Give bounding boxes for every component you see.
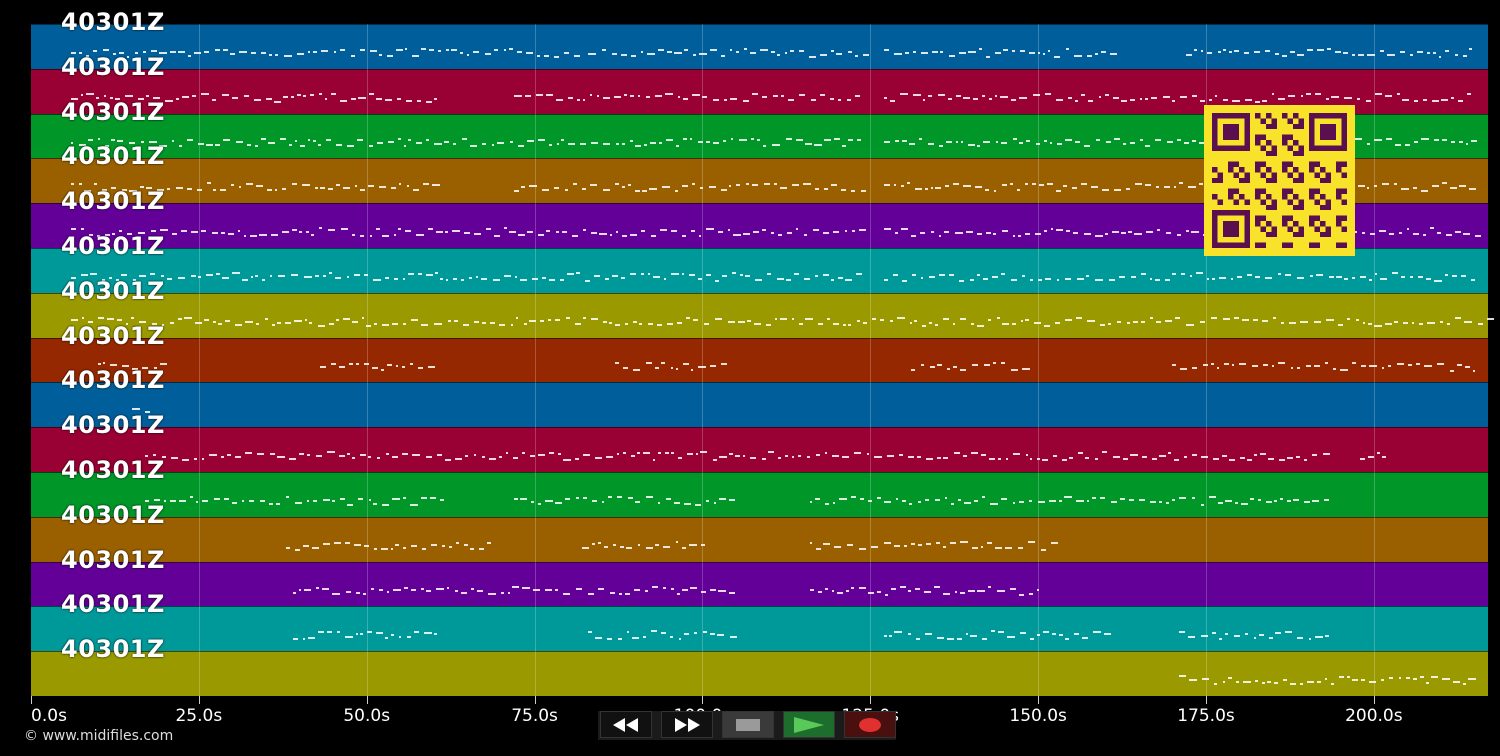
track-lanes: 40301Z 40301Z 40301Z 40301Z 40301Z 40301Z 4030… (31, 9, 1488, 697)
track-lane: 40301Z (31, 591, 1488, 652)
track-lane: 40301Z (31, 412, 1488, 473)
track-lane: 40301Z (31, 636, 1488, 697)
axis-tick (702, 696, 704, 704)
fast-forward-icon (675, 717, 700, 732)
axis-tick (534, 696, 536, 704)
axis-tick-label: 150.0s (1009, 706, 1067, 726)
track-label: 40301Z (61, 590, 165, 619)
track-label: 40301Z (61, 635, 165, 664)
axis-tick-label: 50.0s (343, 706, 391, 726)
rewind-button[interactable] (600, 711, 652, 738)
stop-button[interactable] (722, 711, 774, 738)
track-label: 40301Z (61, 500, 165, 529)
track-label: 40301Z (61, 276, 165, 305)
axis-tick-label: 175.0s (1177, 706, 1235, 726)
track-label: 40301Z (61, 142, 165, 171)
track-lane: 40301Z (31, 457, 1488, 517)
qr-code-icon (1204, 105, 1355, 256)
axis-tick-label: 75.0s (511, 706, 558, 726)
track-label: 40301Z (61, 321, 165, 350)
play-button[interactable] (783, 711, 835, 738)
track-label: 40301Z (61, 545, 165, 574)
track-lane: 40301Z (31, 278, 1488, 338)
play-icon (794, 716, 824, 733)
fast-forward-button[interactable] (661, 711, 713, 738)
track-lane: 40301Z (31, 502, 1488, 562)
track-label: 40301Z (61, 8, 165, 36)
track-label: 40301Z (61, 187, 165, 216)
transport-controls (598, 711, 896, 740)
axis-tick (870, 696, 872, 704)
axis-tick (198, 696, 200, 704)
axis-tick (366, 696, 368, 704)
axis-tick-label: 200.0s (1345, 706, 1403, 726)
track-label: 40301Z (61, 232, 165, 260)
axis-tick-label: 25.0s (175, 706, 223, 726)
stop-icon (736, 718, 760, 731)
axis-tick (1373, 696, 1375, 704)
track-lane: 40301Z (31, 323, 1488, 383)
track-label: 40301Z (61, 411, 165, 440)
track-lane: 40301Z (31, 9, 1488, 69)
axis-tick (31, 696, 32, 704)
note-layer (31, 24, 1495, 696)
track-label: 40301Z (61, 366, 165, 395)
track-lane: 40301Z (31, 547, 1488, 607)
record-icon (859, 717, 881, 732)
rewind-icon (613, 717, 638, 732)
axis-tick-label: 0.0s (31, 706, 67, 726)
track-label: 40301Z (61, 52, 165, 81)
axis-tick (1038, 696, 1040, 704)
record-button[interactable] (844, 711, 896, 738)
track-label: 40301Z (61, 456, 165, 484)
axis-tick (1206, 696, 1207, 704)
track-label: 40301Z (61, 97, 165, 126)
track-lane: 40301Z (31, 367, 1488, 428)
copyright-text: © www.midifiles.com (24, 728, 174, 744)
